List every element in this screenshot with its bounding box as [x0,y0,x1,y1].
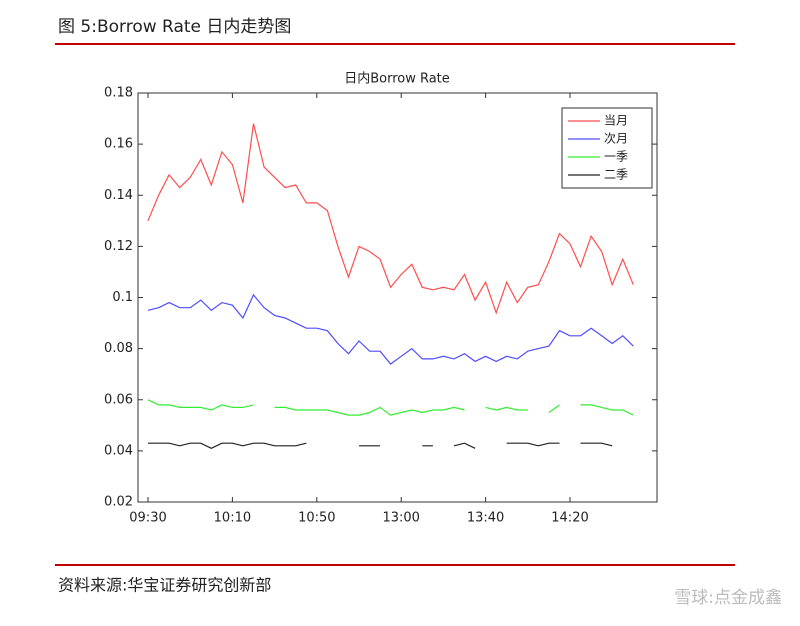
watermark: 雪球:点金成鑫 [674,588,782,608]
series-line [147,293,634,365]
x-tick-label: 13:40 [467,511,504,526]
legend-label: 次月 [604,132,628,146]
y-tick-label: 0.06 [104,392,133,407]
y-tick-label: 0.12 [104,239,133,254]
source: 资料来源:华宝证券研究创新部 [58,576,271,595]
legend-label: 一季 [604,150,628,164]
y-tick-label: 0.08 [104,341,133,356]
y-tick-label: 0.1 [112,290,133,305]
caption: 图 5:Borrow Rate 日内走势图 [58,17,291,37]
x-tick-label: 13:00 [382,511,419,526]
y-tick-label: 0.16 [104,137,133,152]
y-tick-label: 0.14 [104,188,133,203]
y-tick-label: 0.02 [104,495,133,510]
x-tick-label: 10:50 [298,511,335,526]
series-line [147,123,634,315]
y-tick-label: 0.04 [104,443,133,458]
x-tick-label: 10:10 [214,511,251,526]
series-line [148,442,613,449]
y-tick-label: 0.18 [104,86,133,101]
legend-label: 当月 [604,114,628,128]
x-tick-label: 14:20 [551,511,588,526]
x-tick-label: 09:30 [129,511,166,526]
chart-title: 日内Borrow Rate [344,71,450,87]
series-line [147,399,634,416]
legend-label: 二季 [604,168,628,182]
